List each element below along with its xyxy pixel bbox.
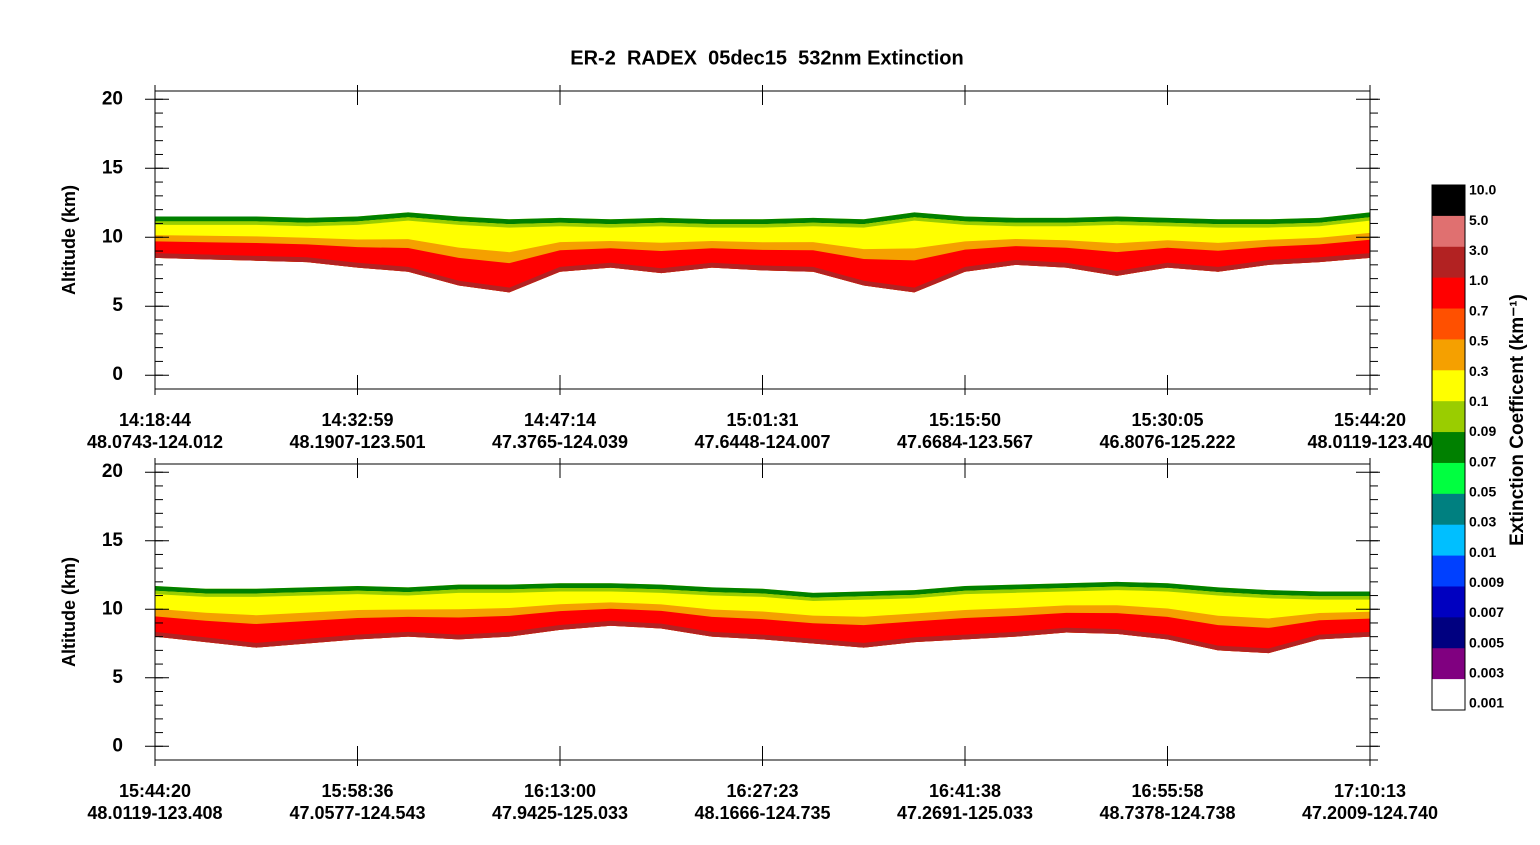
colorbar-label: 0.3: [1469, 363, 1489, 379]
x-tick-sublabel: 48.0743-124.012: [87, 432, 223, 452]
x-tick-label: 16:55:58: [1131, 781, 1203, 801]
x-tick-sublabel: 48.0119-123.40: [1307, 432, 1432, 452]
x-tick-sublabel: 47.2009-124.740: [1302, 803, 1438, 823]
colorbar-label: 0.007: [1469, 604, 1504, 620]
cloud-top-layer: [155, 586, 1370, 602]
colorbar-label: 0.001: [1469, 695, 1504, 711]
x-tick-label: 15:58:36: [321, 781, 393, 801]
x-tick-sublabel: 48.7378-124.738: [1099, 803, 1235, 823]
chart-title: ER-2 RADEX 05dec15 532nm Extinction: [570, 47, 963, 69]
colorbar-label: 0.01: [1469, 544, 1496, 560]
colorbar-label: 3.0: [1469, 242, 1489, 258]
colorbar-label: 0.05: [1469, 483, 1496, 499]
colorbar-swatch: [1432, 679, 1465, 711]
x-tick-label: 14:18:44: [119, 410, 191, 430]
colorbar-swatch: [1432, 524, 1465, 557]
colorbar-swatch: [1432, 277, 1465, 310]
colorbar-swatch: [1432, 648, 1465, 680]
x-tick-label: 14:32:59: [321, 410, 393, 430]
colorbar-label: 0.005: [1469, 634, 1504, 650]
x-tick-sublabel: 47.3765-124.039: [492, 432, 628, 452]
colorbar-label: 0.7: [1469, 302, 1489, 318]
cloud-top-layer: [155, 581, 1370, 598]
colorbar-label: 0.03: [1469, 514, 1496, 530]
x-tick-label: 15:15:50: [929, 410, 1001, 430]
x-tick-sublabel: 48.1666-124.735: [694, 803, 830, 823]
x-tick-label: 15:44:20: [119, 781, 191, 801]
colorbar-swatch: [1432, 308, 1465, 340]
colorbar-swatch: [1432, 215, 1465, 248]
colorbar-swatch: [1432, 401, 1465, 433]
x-tick-sublabel: 48.0119-123.408: [87, 803, 222, 823]
colorbar-label: 0.5: [1469, 333, 1489, 349]
x-tick-sublabel: 47.9425-125.033: [492, 803, 628, 823]
colorbar-swatch: [1432, 339, 1465, 371]
x-tick-label: 17:10:13: [1334, 781, 1406, 801]
y-tick-label: 5: [112, 667, 123, 688]
colorbar-label: 0.1: [1469, 393, 1489, 409]
x-tick-label: 14:47:14: [524, 410, 596, 430]
colorbar-label: 5.0: [1469, 212, 1489, 228]
colorbar-label: 0.009: [1469, 574, 1504, 590]
colorbar-swatch: [1432, 555, 1465, 587]
y-tick-label: 0: [112, 364, 123, 385]
cloud-layer: [155, 608, 1370, 654]
colorbar-swatch: [1432, 185, 1465, 217]
x-tick-label: 15:30:05: [1131, 410, 1203, 430]
colorbar-label: 1.0: [1469, 272, 1489, 288]
x-tick-label: 15:44:20: [1334, 410, 1406, 430]
y-tick-label: 10: [102, 226, 123, 247]
colorbar-swatch: [1432, 370, 1465, 402]
colorbar-swatch: [1432, 586, 1465, 618]
y-tick-label: 15: [102, 530, 124, 551]
x-tick-label: 16:41:38: [929, 781, 1001, 801]
colorbar-swatch: [1432, 246, 1465, 279]
cloud-top-layer: [155, 212, 1370, 225]
x-tick-sublabel: 48.1907-123.501: [289, 432, 425, 452]
x-tick-sublabel: 47.6684-123.567: [897, 432, 1033, 452]
y-axis-label: Altitude (km): [59, 185, 79, 295]
colorbar-swatch: [1432, 462, 1465, 495]
x-tick-sublabel: 47.6448-124.007: [694, 432, 830, 452]
colorbar-label: 0.07: [1469, 453, 1496, 469]
colorbar-label: 0.003: [1469, 665, 1504, 681]
x-tick-label: 16:13:00: [524, 781, 596, 801]
x-tick-sublabel: 47.0577-124.543: [289, 803, 425, 823]
cloud-top-layer: [155, 217, 1370, 228]
cloud-base-layer: [155, 253, 1370, 293]
x-tick-label: 16:27:23: [726, 781, 798, 801]
x-tick-sublabel: 46.8076-125.222: [1099, 432, 1235, 452]
colorbar-label: 10.0: [1469, 182, 1496, 198]
colorbar-swatch: [1432, 493, 1465, 526]
colorbar-swatch: [1432, 432, 1465, 464]
x-tick-sublabel: 47.2691-125.033: [897, 803, 1033, 823]
colorbar-swatch: [1432, 617, 1465, 649]
colorbar-frame: [1431, 184, 1466, 711]
y-axis-label: Altitude (km): [59, 557, 79, 667]
y-tick-label: 20: [102, 461, 123, 482]
y-tick-label: 10: [102, 598, 123, 619]
y-tick-label: 15: [102, 157, 124, 178]
y-tick-label: 5: [112, 295, 123, 316]
colorbar-title: Extinction Coefficent (km⁻¹): [1507, 294, 1528, 546]
y-tick-label: 20: [102, 88, 123, 109]
x-tick-label: 15:01:31: [726, 410, 798, 430]
colorbar-label: 0.09: [1469, 423, 1496, 439]
y-tick-label: 0: [112, 735, 123, 756]
cloud-base-layer: [155, 620, 1370, 654]
